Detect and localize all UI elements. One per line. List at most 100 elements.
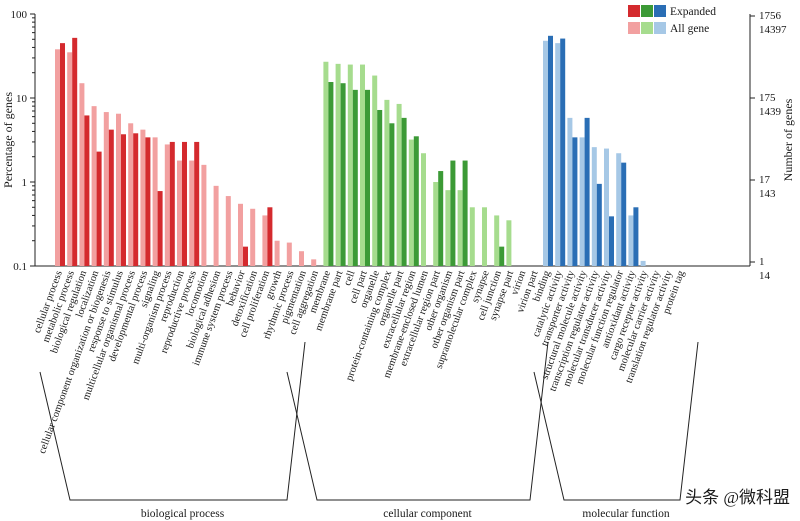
bar-all-gene [616, 153, 622, 266]
bar-all-gene [55, 49, 60, 266]
y-tick-label: 10 [16, 93, 28, 105]
bar-expanded [413, 136, 419, 266]
bar-expanded [133, 133, 139, 266]
y-tick-label: 1 [22, 177, 28, 189]
watermark: 头条 @微科盟 [685, 488, 790, 507]
bar-expanded [450, 160, 456, 266]
bar-all-gene [604, 148, 609, 266]
y-tick-label: 100 [11, 9, 28, 21]
bar-expanded [96, 151, 102, 266]
bar-expanded [365, 89, 370, 266]
right-tick-label-blue: 1756 [759, 10, 782, 22]
bar-expanded [499, 246, 505, 266]
bar-all-gene [335, 63, 341, 267]
bar-all-gene [103, 112, 109, 267]
bar-expanded [596, 183, 602, 266]
bar-all-gene [152, 137, 158, 266]
bar-expanded [169, 141, 175, 266]
bar-all-gene [640, 260, 646, 266]
legend-swatch-all [641, 22, 653, 34]
legend-label-expanded: Expanded [670, 6, 716, 18]
bar-expanded [548, 35, 553, 266]
bar-expanded [121, 134, 126, 266]
right-tick-label-blue: 17 [759, 174, 771, 186]
group-bracket [39, 341, 306, 501]
bar-expanded [584, 117, 590, 267]
bar-expanded [401, 117, 407, 267]
bar-expanded [572, 137, 578, 266]
right-tick-label-blue: 175 [759, 92, 776, 104]
bar-all-gene [286, 242, 292, 266]
bar-expanded [194, 141, 200, 266]
legend-swatch-expanded [628, 5, 640, 17]
bar-all-gene [567, 117, 573, 267]
bar-all-gene [445, 190, 451, 266]
bar-all-gene [591, 147, 597, 266]
group-label: biological process [141, 508, 225, 520]
bar-all-gene [323, 61, 329, 266]
group-brackets: biological process cellular component mole… [39, 341, 699, 520]
bar-all-gene [421, 153, 426, 266]
bar-all-gene [433, 182, 439, 266]
bar-expanded [267, 207, 273, 266]
group-label: cellular component [383, 508, 472, 520]
group-bracket [286, 341, 549, 501]
bar-all-gene [299, 251, 304, 266]
bar-all-gene [274, 240, 280, 266]
category-label: cell [342, 269, 358, 287]
bar-all-gene [372, 75, 378, 266]
bar-all-gene [91, 106, 97, 266]
bar-all-gene [116, 113, 121, 267]
legend-swatch-all [628, 22, 640, 34]
bar-all-gene [262, 215, 268, 266]
bar-expanded [560, 38, 566, 267]
bar-expanded [328, 82, 334, 266]
right-tick-label-blue: 1 [759, 256, 765, 268]
legend-swatch-expanded [641, 5, 653, 17]
bar-all-gene [347, 64, 353, 267]
y-axis-label-left: Percentage of genes [1, 92, 15, 188]
bar-all-gene [457, 190, 463, 266]
bar-all-gene [140, 129, 146, 266]
legend-swatch-expanded [654, 5, 666, 17]
right-tick-label-black: 14 [759, 270, 771, 282]
legend-swatch-all [654, 22, 666, 34]
bar-all-gene [189, 160, 195, 266]
bar-all-gene [79, 83, 85, 266]
bar-all-gene [408, 139, 414, 266]
legend: Expanded All gene [628, 5, 716, 35]
bar-all-gene [128, 123, 134, 266]
bar-all-gene [628, 215, 634, 266]
bar-all-gene [469, 207, 475, 266]
bar-expanded [438, 171, 444, 266]
bar-expanded [621, 162, 627, 266]
bar-all-gene [201, 164, 207, 266]
bar-expanded [340, 83, 346, 266]
bar-all-gene [238, 203, 243, 266]
bar-all-gene [213, 185, 219, 266]
group-label: molecular function [582, 508, 669, 520]
bar-expanded [389, 123, 395, 266]
bar-all-gene [555, 43, 561, 266]
bar-all-gene [311, 259, 317, 266]
legend-label-all-gene: All gene [670, 23, 709, 35]
bar-expanded [182, 141, 187, 266]
bar-all-gene [67, 52, 73, 267]
bar-expanded [377, 109, 383, 266]
bar-expanded [462, 160, 468, 266]
bar-all-gene [482, 207, 487, 266]
bar-expanded [108, 129, 114, 266]
bar-expanded [352, 89, 358, 266]
bar-all-gene [506, 220, 512, 266]
right-tick-label-black: 1439 [759, 106, 782, 118]
bar-expanded [72, 37, 78, 267]
bar-all-gene [177, 160, 182, 266]
group-bracket [533, 341, 699, 501]
bar-all-gene [360, 64, 365, 267]
bar-expanded [157, 191, 163, 266]
bar-expanded [84, 115, 90, 267]
right-tick-label-black: 14397 [759, 24, 787, 36]
bar-expanded [243, 246, 248, 266]
